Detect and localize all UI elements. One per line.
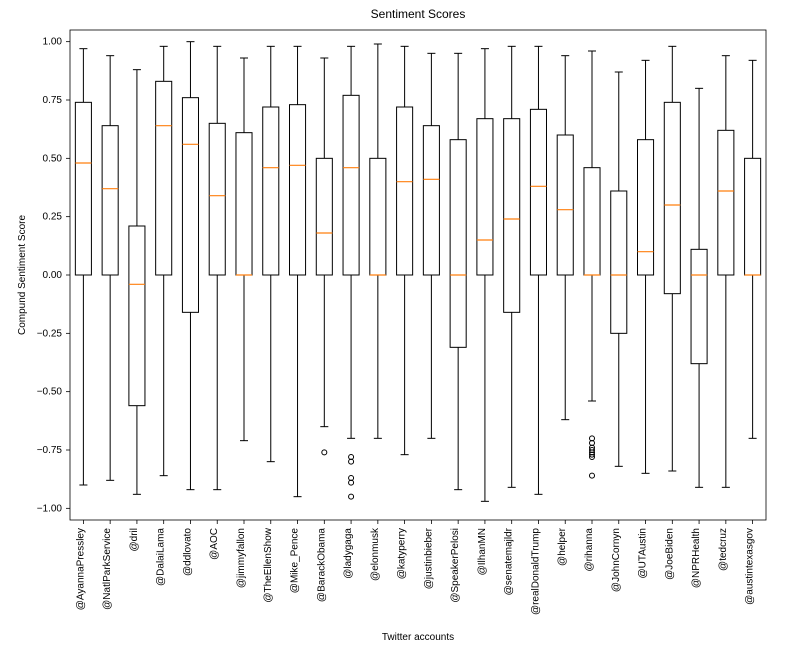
- x-tick-label: @SpeakerPelosi: [450, 528, 461, 603]
- x-tick-label: @JoeBiden: [664, 528, 675, 580]
- x-tick-label: @NPRHealth: [691, 528, 702, 588]
- x-tick-label: @elonmusk: [370, 527, 381, 581]
- box: [75, 102, 91, 275]
- y-tick-label: −0.75: [37, 445, 63, 456]
- y-tick-label: −0.25: [37, 328, 63, 339]
- y-tick-label: −0.50: [37, 387, 63, 398]
- x-tick-label: @rihanna: [584, 528, 595, 572]
- sentiment-boxplot-chart: −1.00 −0.75 −0.50 −0.25 0.00 0.25 0.50 0.75 1.00…: [0, 0, 786, 650]
- chart-svg: −1.00 −0.75 −0.50 −0.25 0.00 0.25 0.50 0.75 1.00…: [0, 0, 786, 650]
- x-axis-label: Twitter accounts: [382, 632, 454, 643]
- y-tick-label: −1.00: [37, 503, 63, 514]
- box: [638, 140, 654, 275]
- box: [343, 95, 359, 275]
- y-tick-label: 0.75: [43, 95, 63, 106]
- outlier: [349, 494, 354, 499]
- x-tick-label: @jimmyfallon: [236, 528, 247, 588]
- y-axis-label: Compund Sentiment Score: [17, 215, 28, 336]
- x-tick-label: @tedcruz: [718, 528, 729, 571]
- box: [557, 135, 573, 275]
- x-tick-label: @TheEllenShow: [263, 527, 274, 602]
- box: [423, 126, 439, 275]
- x-tick-label: @austintexasgov: [745, 528, 756, 605]
- x-tick-label: @JohnCornyn: [611, 528, 622, 592]
- x-tick-label: @UTAustin: [638, 528, 649, 579]
- box: [209, 123, 225, 275]
- x-tick-label: @katyperry: [397, 528, 408, 579]
- box: [477, 119, 493, 275]
- y-tick-label: 1.00: [43, 37, 63, 48]
- box: [263, 107, 279, 275]
- x-tick-label: @senatemajldr: [504, 527, 515, 595]
- box: [504, 119, 520, 313]
- x-tick-label: @helper: [557, 527, 568, 566]
- box: [370, 158, 386, 275]
- box: [129, 226, 145, 406]
- box: [450, 140, 466, 348]
- x-tick-label: @AyannaPressley: [75, 528, 86, 610]
- box: [316, 158, 332, 275]
- box: [611, 191, 627, 333]
- x-tick-label: @AOC: [209, 528, 220, 560]
- x-tick-label: @BarackObama: [316, 528, 327, 603]
- box: [745, 158, 761, 275]
- box: [102, 126, 118, 275]
- y-tick-label: 0.50: [43, 153, 63, 164]
- x-tick-label: @realDonaldTrump: [530, 528, 541, 615]
- x-tick-label: @ddlovato: [182, 528, 193, 576]
- box: [664, 102, 680, 293]
- chart-title: Sentiment Scores: [371, 7, 466, 21]
- box: [718, 130, 734, 275]
- box: [290, 105, 306, 275]
- x-tick-label: @ladygaga: [343, 528, 354, 579]
- box: [182, 98, 198, 313]
- x-tick-label: @NatlParkService: [102, 528, 113, 610]
- x-tick-label: @IlhanMN: [477, 528, 488, 575]
- y-tick-label: 0.00: [43, 270, 63, 281]
- x-tick-label: @Mike_Pence: [290, 528, 301, 594]
- outlier: [590, 473, 595, 478]
- x-tick-label: @DalaiLama: [156, 528, 167, 586]
- x-tick-label: @dril: [129, 528, 140, 552]
- box: [691, 249, 707, 363]
- x-tick-label: @justinbieber: [423, 527, 434, 589]
- box: [156, 81, 172, 275]
- box: [584, 168, 600, 275]
- y-tick-label: 0.25: [43, 212, 63, 223]
- outlier: [322, 450, 327, 455]
- box: [236, 133, 252, 275]
- box: [397, 107, 413, 275]
- box: [530, 109, 546, 275]
